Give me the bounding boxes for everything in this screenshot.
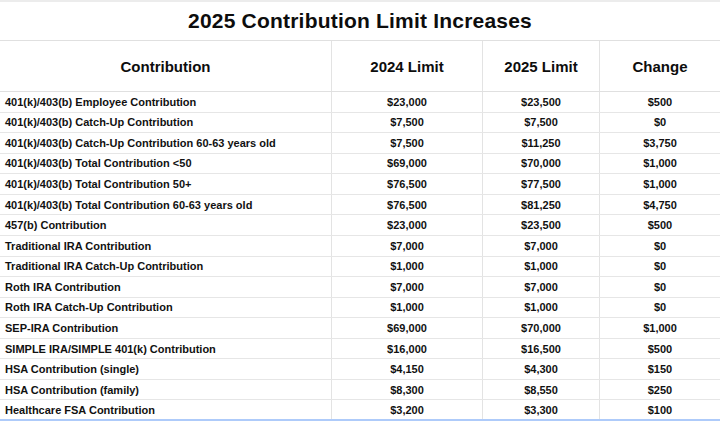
limit-2025-cell: $3,300 bbox=[483, 400, 600, 420]
table-row: HSA Contribution (family) $8,300 $8,550 … bbox=[0, 380, 720, 401]
limit-2025-cell: $11,250 bbox=[483, 133, 600, 153]
limit-2025-cell: $23,500 bbox=[483, 215, 600, 235]
limit-2025-cell: $77,500 bbox=[483, 174, 600, 194]
contribution-label-cell: 401(k)/403(b) Catch-Up Contribution 60-6… bbox=[0, 133, 332, 153]
table-row: SIMPLE IRA/SIMPLE 401(k) Contribution $1… bbox=[0, 339, 720, 360]
spreadsheet-table: 2025 Contribution Limit Increases Contri… bbox=[0, 0, 720, 421]
change-cell: $500 bbox=[600, 92, 720, 112]
contribution-label-cell: 457(b) Contribution bbox=[0, 215, 332, 235]
column-header-change: Change bbox=[600, 41, 720, 91]
change-cell: $0 bbox=[600, 113, 720, 133]
table-row: HSA Contribution (single) $4,150 $4,300 … bbox=[0, 359, 720, 380]
table-row: Roth IRA Catch-Up Contribution $1,000 $1… bbox=[0, 298, 720, 319]
contribution-label-cell: Roth IRA Catch-Up Contribution bbox=[0, 298, 332, 318]
column-header-2025-limit: 2025 Limit bbox=[483, 41, 600, 91]
table-row: Roth IRA Contribution $7,000 $7,000 $0 bbox=[0, 277, 720, 298]
change-cell: $4,750 bbox=[600, 195, 720, 215]
change-cell: $150 bbox=[600, 359, 720, 379]
limit-2024-cell: $1,000 bbox=[332, 298, 483, 318]
limit-2025-cell: $16,500 bbox=[483, 339, 600, 359]
limit-2024-cell: $23,000 bbox=[332, 92, 483, 112]
table-row: Healthcare FSA Contribution $3,200 $3,30… bbox=[0, 400, 720, 420]
limit-2024-cell: $69,000 bbox=[332, 318, 483, 338]
change-cell: $500 bbox=[600, 215, 720, 235]
limit-2025-cell: $1,000 bbox=[483, 257, 600, 277]
table-row: 401(k)/403(b) Employee Contribution $23,… bbox=[0, 92, 720, 113]
table-row: 401(k)/403(b) Catch-Up Contribution $7,5… bbox=[0, 113, 720, 134]
table-row: 401(k)/403(b) Catch-Up Contribution 60-6… bbox=[0, 133, 720, 154]
limit-2025-cell: $4,300 bbox=[483, 359, 600, 379]
limit-2024-cell: $7,000 bbox=[332, 236, 483, 256]
table-title-row: 2025 Contribution Limit Increases bbox=[0, 2, 720, 41]
contribution-label-cell: 401(k)/403(b) Total Contribution 50+ bbox=[0, 174, 332, 194]
limit-2025-cell: $81,250 bbox=[483, 195, 600, 215]
contribution-label-cell: Roth IRA Contribution bbox=[0, 277, 332, 297]
limit-2024-cell: $8,300 bbox=[332, 380, 483, 400]
table-row: SEP-IRA Contribution $69,000 $70,000 $1,… bbox=[0, 318, 720, 339]
contribution-label-cell: SIMPLE IRA/SIMPLE 401(k) Contribution bbox=[0, 339, 332, 359]
table-header-row: Contribution 2024 Limit 2025 Limit Chang… bbox=[0, 41, 720, 92]
change-cell: $0 bbox=[600, 236, 720, 256]
limit-2025-cell: $7,000 bbox=[483, 277, 600, 297]
page-title: 2025 Contribution Limit Increases bbox=[188, 9, 532, 33]
table-row: 457(b) Contribution $23,000 $23,500 $500 bbox=[0, 215, 720, 236]
limit-2024-cell: $76,500 bbox=[332, 195, 483, 215]
change-cell: $1,000 bbox=[600, 174, 720, 194]
table-row: 401(k)/403(b) Total Contribution <50 $69… bbox=[0, 154, 720, 175]
table-row: Traditional IRA Contribution $7,000 $7,0… bbox=[0, 236, 720, 257]
limit-2024-cell: $7,500 bbox=[332, 113, 483, 133]
limit-2025-cell: $1,000 bbox=[483, 298, 600, 318]
limit-2025-cell: $7,000 bbox=[483, 236, 600, 256]
table-row: 401(k)/403(b) Total Contribution 60-63 y… bbox=[0, 195, 720, 216]
limit-2024-cell: $7,500 bbox=[332, 133, 483, 153]
change-cell: $0 bbox=[600, 298, 720, 318]
contribution-label-cell: Healthcare FSA Contribution bbox=[0, 400, 332, 420]
change-cell: $1,000 bbox=[600, 318, 720, 338]
limit-2024-cell: $69,000 bbox=[332, 154, 483, 174]
contribution-label-cell: SEP-IRA Contribution bbox=[0, 318, 332, 338]
limit-2024-cell: $1,000 bbox=[332, 257, 483, 277]
limit-2024-cell: $23,000 bbox=[332, 215, 483, 235]
contribution-label-cell: 401(k)/403(b) Total Contribution <50 bbox=[0, 154, 332, 174]
limit-2024-cell: $16,000 bbox=[332, 339, 483, 359]
limit-2025-cell: $8,550 bbox=[483, 380, 600, 400]
limit-2024-cell: $7,000 bbox=[332, 277, 483, 297]
limit-2025-cell: $7,500 bbox=[483, 113, 600, 133]
contribution-label-cell: Traditional IRA Contribution bbox=[0, 236, 332, 256]
limit-2024-cell: $3,200 bbox=[332, 400, 483, 420]
change-cell: $250 bbox=[600, 380, 720, 400]
contribution-label-cell: 401(k)/403(b) Total Contribution 60-63 y… bbox=[0, 195, 332, 215]
limit-2024-cell: $4,150 bbox=[332, 359, 483, 379]
table-row: Traditional IRA Catch-Up Contribution $1… bbox=[0, 257, 720, 278]
contribution-label-cell: 401(k)/403(b) Employee Contribution bbox=[0, 92, 332, 112]
limit-2025-cell: $70,000 bbox=[483, 318, 600, 338]
change-cell: $500 bbox=[600, 339, 720, 359]
change-cell: $3,750 bbox=[600, 133, 720, 153]
contribution-label-cell: HSA Contribution (single) bbox=[0, 359, 332, 379]
contribution-label-cell: 401(k)/403(b) Catch-Up Contribution bbox=[0, 113, 332, 133]
table-body: 401(k)/403(b) Employee Contribution $23,… bbox=[0, 92, 720, 420]
change-cell: $0 bbox=[600, 277, 720, 297]
change-cell: $0 bbox=[600, 257, 720, 277]
column-header-2024-limit: 2024 Limit bbox=[332, 41, 483, 91]
contribution-label-cell: HSA Contribution (family) bbox=[0, 380, 332, 400]
change-cell: $1,000 bbox=[600, 154, 720, 174]
limit-2025-cell: $23,500 bbox=[483, 92, 600, 112]
limit-2024-cell: $76,500 bbox=[332, 174, 483, 194]
column-header-contribution: Contribution bbox=[0, 41, 332, 91]
contribution-label-cell: Traditional IRA Catch-Up Contribution bbox=[0, 257, 332, 277]
limit-2025-cell: $70,000 bbox=[483, 154, 600, 174]
table-row: 401(k)/403(b) Total Contribution 50+ $76… bbox=[0, 174, 720, 195]
change-cell: $100 bbox=[600, 400, 720, 420]
